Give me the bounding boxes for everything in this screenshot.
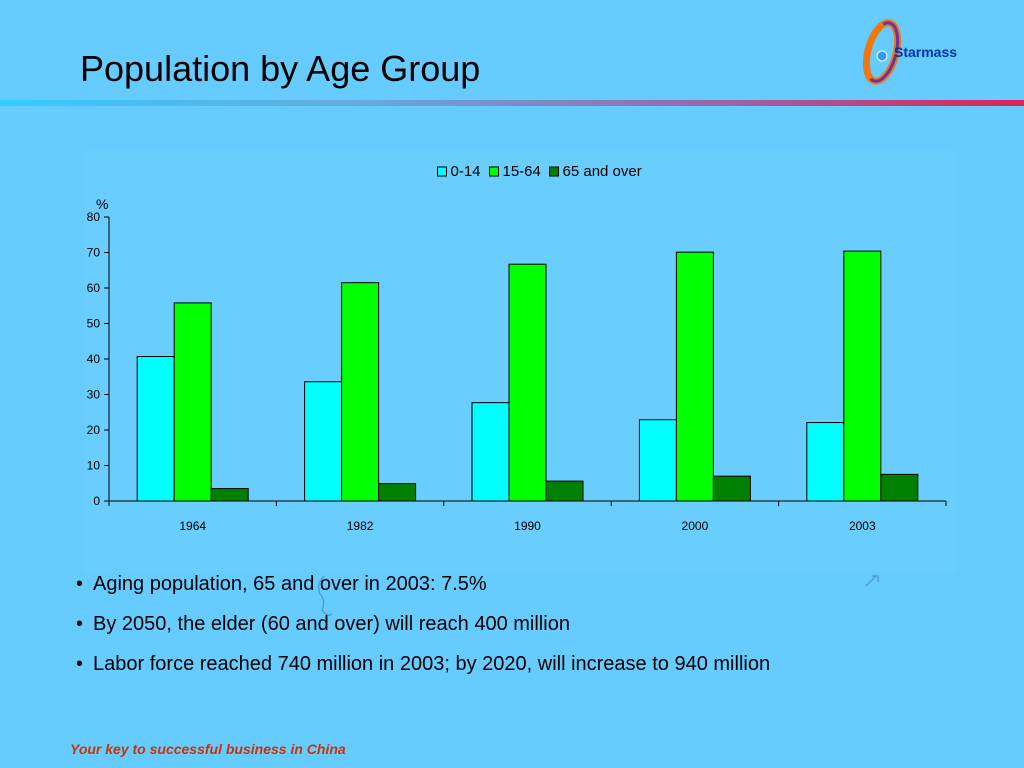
y-tick-label: 50 [87, 317, 101, 331]
bar-65-and-over [378, 483, 417, 502]
x-tick-label: 2003 [849, 519, 876, 533]
legend-label: 0-14 [451, 163, 481, 180]
y-tick-label: 20 [87, 423, 101, 437]
y-tick-label: 10 [87, 459, 101, 473]
bar-65-and-over [880, 473, 919, 502]
legend-label: 15-64 [503, 163, 541, 180]
y-tick-label: 60 [87, 281, 101, 295]
legend-swatch [489, 166, 499, 177]
legend-label: 65 and over [563, 163, 642, 180]
pin-icon [865, 575, 879, 587]
y-tick-label: 40 [87, 352, 101, 366]
x-tick-label: 1990 [514, 519, 541, 533]
y-tick-label: 0 [93, 494, 100, 508]
bar-0-14 [136, 356, 175, 502]
bar-15-64 [675, 251, 714, 502]
footer-tagline: Your key to successful business in China [70, 741, 346, 757]
bar-15-64 [173, 302, 212, 502]
slide-title: Population by Age Group [80, 48, 481, 89]
starmass-logo-icon [862, 19, 902, 85]
bullet-item: By 2050, the elder (60 and over) will re… [76, 608, 770, 648]
x-tick-label: 1982 [347, 519, 374, 533]
bar-0-14 [806, 422, 845, 502]
bullet-list: Aging population, 65 and over in 2003: 7… [76, 568, 770, 688]
bar-chart: 0 10 20 30 40 50 60 70 80% 1964 1982 1990 2000 2003 0-… [87, 163, 947, 533]
bar-65-and-over [210, 488, 249, 502]
bar-65-and-over [712, 475, 751, 502]
bullet-item: Labor force reached 740 million in 2003;… [76, 648, 770, 688]
bar-0-14 [304, 381, 343, 502]
x-tick-label: 2000 [682, 519, 709, 533]
legend-swatch [549, 166, 559, 177]
y-axis-label: % [96, 196, 108, 212]
bar-15-64 [508, 263, 547, 502]
bar-15-64 [341, 282, 380, 502]
y-tick-label: 30 [87, 388, 101, 402]
bar-15-64 [843, 250, 882, 502]
y-tick-label: 70 [87, 246, 101, 260]
logo-text: Starmass [894, 44, 958, 60]
y-tick-label: 80 [87, 210, 101, 224]
legend-swatch [437, 166, 447, 177]
title-rule [0, 100, 1024, 106]
x-tick-label: 1964 [179, 519, 206, 533]
bar-0-14 [638, 419, 677, 502]
chart-area: 0 10 20 30 40 50 60 70 80% 1964 1982 1990 2000 2003 0-… [84, 150, 956, 572]
bar-0-14 [471, 402, 510, 502]
starmass-logo: Starmass [852, 16, 972, 86]
bullet-item: Aging population, 65 and over in 2003: 7… [76, 568, 770, 608]
bar-65-and-over [545, 480, 584, 502]
